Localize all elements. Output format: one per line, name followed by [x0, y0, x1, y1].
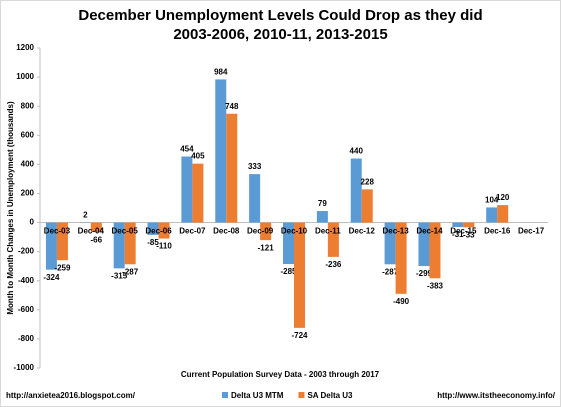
bar	[181, 156, 193, 223]
y-tick-label: -400	[18, 276, 35, 285]
bar	[90, 222, 102, 233]
bar	[316, 211, 328, 223]
value-label: -724	[291, 331, 308, 340]
x-tick-label: Dec-13	[382, 227, 409, 236]
x-tick-label: Dec-09	[247, 227, 274, 236]
value-label: 333	[248, 162, 262, 171]
bar	[384, 222, 396, 265]
value-label: 228	[361, 177, 375, 186]
bar	[452, 222, 464, 228]
legend-swatch	[222, 392, 228, 398]
bar	[497, 205, 509, 223]
value-label: -66	[91, 235, 103, 244]
x-tick-label: Dec-17	[518, 227, 545, 236]
bar	[192, 163, 204, 223]
x-tick-label: Dec-14	[416, 227, 443, 236]
x-tick-label: Dec-06	[145, 227, 172, 236]
value-label: -490	[393, 297, 410, 306]
bar	[226, 113, 238, 223]
value-label: 104	[485, 196, 499, 205]
value-label: -285	[280, 267, 297, 276]
y-tick-label: 1200	[16, 43, 34, 52]
bar	[158, 222, 170, 239]
y-tick-label: -800	[18, 334, 35, 343]
value-label: 440	[350, 147, 364, 156]
value-label: -110	[156, 242, 172, 251]
x-tick-label: Dec-15	[450, 227, 477, 236]
y-tick-label: 1000	[16, 72, 34, 81]
x-tick-label: Dec-16	[484, 227, 511, 236]
value-label: 984	[214, 68, 228, 77]
bar	[395, 222, 407, 294]
y-tick-label: 400	[21, 159, 35, 168]
bar	[294, 222, 305, 328]
value-label: -259	[54, 263, 71, 272]
bar	[429, 222, 441, 279]
y-axis-title: Month to Month Changes in Unemployment (…	[6, 101, 15, 315]
value-label: -287	[382, 267, 399, 276]
bar	[124, 222, 136, 265]
bar	[147, 222, 159, 235]
y-tick-label: -1000	[14, 363, 35, 372]
legend-label: SA Delta U3	[307, 391, 353, 400]
value-label: 454	[180, 145, 194, 154]
x-axis-title: Current Population Survey Data - 2003 th…	[181, 370, 380, 379]
y-tick-label: 200	[21, 189, 35, 198]
y-tick-label: 600	[21, 130, 35, 139]
value-label: 120	[496, 193, 510, 202]
bar	[486, 207, 498, 223]
value-label: -315	[111, 271, 128, 280]
value-label: -236	[325, 260, 342, 269]
value-label: -383	[427, 281, 444, 290]
bar	[418, 222, 430, 267]
x-tick-label: Dec-10	[281, 227, 308, 236]
bar	[463, 222, 475, 228]
legend-swatch	[298, 392, 305, 398]
value-label: 405	[191, 152, 205, 161]
value-label: -324	[43, 273, 60, 282]
bar	[45, 222, 57, 270]
y-tick-label: 0	[30, 218, 35, 227]
x-tick-label: Dec-07	[179, 227, 206, 236]
value-label: -299	[416, 269, 433, 278]
y-tick-label: -600	[18, 305, 35, 314]
bar	[56, 222, 68, 261]
y-tick-label: -200	[18, 247, 35, 256]
value-label: -121	[258, 243, 275, 252]
footer-left: http://anxietea2016.blogspot.com/	[6, 391, 136, 400]
bar	[327, 222, 339, 257]
x-tick-label: Dec-11	[315, 227, 341, 236]
bar	[260, 222, 272, 241]
value-label: 748	[225, 102, 239, 111]
value-label: -33	[463, 230, 475, 239]
bar	[249, 174, 261, 223]
value-label: 2	[83, 210, 88, 219]
value-label: 79	[318, 199, 327, 208]
value-label: -85	[147, 238, 159, 247]
x-tick-label: Dec-12	[349, 227, 376, 236]
value-label: -287	[122, 267, 139, 276]
bar	[113, 222, 125, 269]
bar	[350, 158, 362, 223]
x-tick-label: Dec-08	[213, 227, 240, 236]
value-label: -31	[452, 230, 464, 239]
x-tick-label: Dec-03	[44, 227, 71, 236]
y-tick-label: 800	[21, 101, 35, 110]
legend-label: Delta U3 MTM	[231, 391, 284, 400]
footer-right: http://www.itstheeconomy.info/	[437, 391, 556, 400]
bar	[215, 79, 227, 223]
bar	[361, 189, 373, 223]
chart-title: December Unemployment Levels Could Drop …	[78, 7, 483, 43]
x-tick-label: Dec-04	[78, 227, 105, 236]
x-tick-label: Dec-05	[112, 227, 139, 236]
bar	[283, 222, 294, 264]
